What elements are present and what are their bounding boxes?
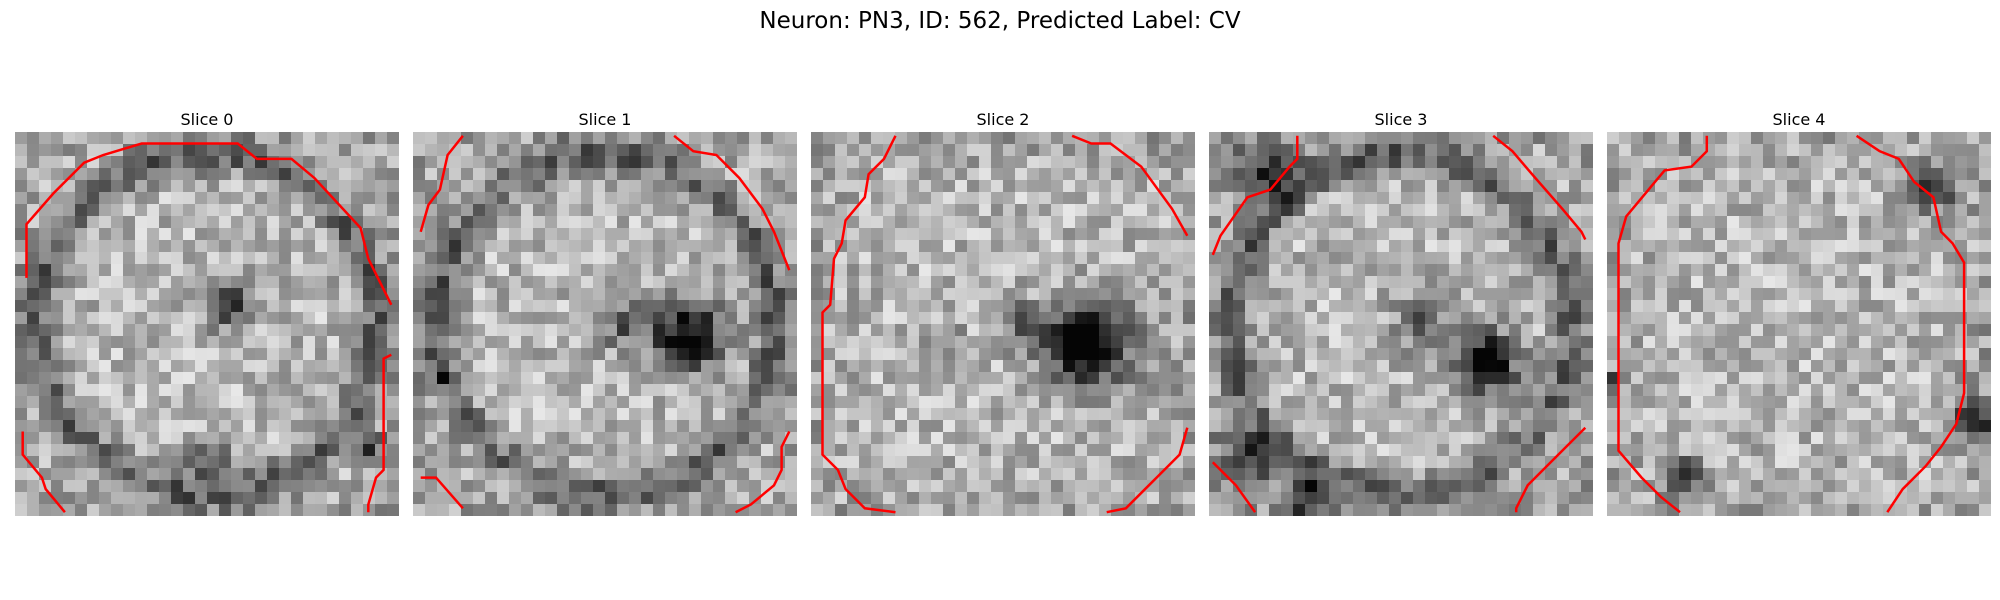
slice-title: Slice 3: [1374, 110, 1428, 129]
slice-panel-3: Slice 3: [1209, 108, 1593, 516]
contour-line: [821, 135, 897, 514]
contour-line: [735, 430, 791, 514]
slice-title: Slice 2: [976, 110, 1030, 129]
slice-image: [413, 132, 797, 516]
contour-line: [420, 476, 464, 510]
contour-line: [1211, 461, 1257, 513]
slice-title: Slice 4: [1772, 110, 1826, 129]
slice-panel-2: Slice 2: [811, 108, 1195, 516]
contour-line: [25, 142, 393, 306]
slice-image: [15, 132, 399, 516]
slice-image: [1607, 132, 1991, 516]
contour-line: [367, 353, 392, 513]
slice-image: [811, 132, 1195, 516]
contour-line: [1211, 135, 1299, 256]
contour-line: [1617, 135, 1709, 514]
contour-line: [1106, 427, 1189, 514]
slice-panel-4: Slice 4: [1607, 108, 1991, 516]
contour-line: [1071, 134, 1189, 237]
contour-line: [1855, 134, 1966, 513]
slice-image: [1209, 132, 1593, 516]
slice-panel-1: Slice 1: [413, 108, 797, 516]
contour-line: [419, 135, 464, 233]
contour-line: [21, 431, 66, 513]
slice-panel-0: Slice 0: [15, 108, 399, 516]
slice-title: Slice 0: [180, 110, 234, 129]
contour-line: [673, 134, 791, 271]
figure-title: Neuron: PN3, ID: 562, Predicted Label: C…: [759, 8, 1241, 34]
contour-line: [1514, 426, 1587, 513]
contour-line: [1492, 134, 1587, 241]
slice-title: Slice 1: [578, 110, 632, 129]
